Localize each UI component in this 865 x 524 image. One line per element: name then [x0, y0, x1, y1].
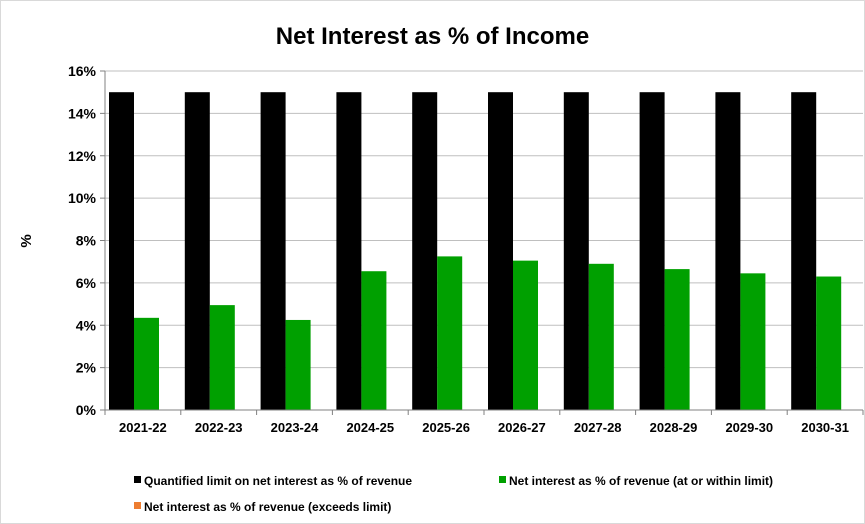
bar-net-interest-2021-22	[134, 317, 159, 410]
y-axis-label: %	[18, 234, 35, 247]
y-tick-label: 12%	[68, 148, 97, 164]
x-tick-label: 2021-22	[119, 420, 167, 435]
legend-swatch	[499, 476, 506, 483]
bar-limit-2023-24	[260, 92, 286, 410]
bar-net-interest-2025-26	[437, 256, 463, 410]
legend: Quantified limit on net interest as % of…	[134, 474, 773, 514]
x-tick-label: 2027-28	[574, 420, 622, 435]
y-axis-ticks: 0% 2% 4% 6% 8% 10% 12% 14% 16%	[68, 63, 105, 418]
x-tick-label: 2030-31	[801, 420, 849, 435]
legend-entry: Net interest as % of revenue (at or with…	[509, 474, 773, 488]
bar-limit-2026-27	[488, 92, 513, 410]
y-tick-label: 16%	[68, 63, 97, 79]
y-tick-label: 4%	[76, 317, 97, 333]
bar-limit-2024-25	[336, 92, 362, 410]
bar-net-interest-2024-25	[361, 271, 387, 410]
bar-limit-2030-31	[791, 92, 817, 410]
axes	[104, 71, 863, 411]
bar-limit-2021-22	[109, 92, 134, 410]
x-tick-label: 2029-30	[725, 420, 773, 435]
x-axis-ticks: 2021-22 2022-23 2023-24 2024-25 2025-26 2026-…	[104, 410, 864, 435]
legend-entry: Net interest as % of revenue (exceeds li…	[144, 500, 391, 514]
bar-limit-2029-30	[715, 92, 741, 410]
legend-swatch	[134, 476, 141, 483]
x-tick-label: 2022-23	[195, 420, 243, 435]
y-tick-label: 14%	[68, 105, 97, 121]
x-tick-label: 2025-26	[422, 420, 470, 435]
bar-net-interest-2027-28	[588, 263, 614, 410]
bar-limit-2027-28	[563, 92, 589, 410]
y-tick-label: 8%	[76, 233, 97, 249]
bar-limit-2025-26	[412, 92, 438, 410]
y-tick-label: 2%	[76, 360, 97, 376]
bars	[109, 92, 842, 410]
y-tick-label: 10%	[68, 190, 97, 206]
bar-net-interest-2030-31	[816, 276, 842, 410]
bar-net-interest-2022-23	[209, 305, 235, 410]
legend-swatch	[134, 502, 141, 509]
bar-net-interest-2028-29	[664, 269, 690, 410]
bar-limit-2022-23	[184, 92, 210, 410]
chart-title: Net Interest as % of Income	[275, 23, 590, 50]
x-tick-label: 2028-29	[650, 420, 698, 435]
bar-limit-2028-29	[639, 92, 665, 410]
legend-entry: Quantified limit on net interest as % of…	[144, 474, 412, 488]
bar-net-interest-2026-27	[513, 260, 538, 410]
bar-net-interest-2023-24	[285, 319, 311, 410]
x-tick-label: 2026-27	[498, 420, 546, 435]
x-tick-label: 2024-25	[346, 420, 394, 435]
y-tick-label: 0%	[76, 402, 97, 418]
y-tick-label: 6%	[76, 275, 97, 291]
x-tick-label: 2023-24	[271, 420, 319, 435]
bar-net-interest-2029-30	[740, 273, 766, 410]
